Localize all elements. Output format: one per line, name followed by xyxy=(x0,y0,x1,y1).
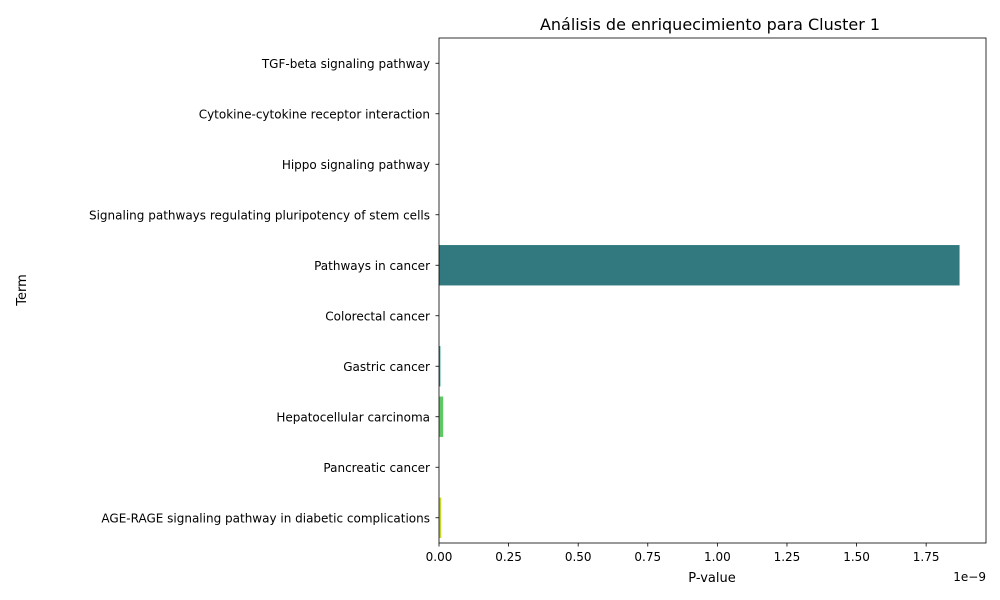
x-axis-scale-label: 1e−9 xyxy=(953,570,986,584)
y-tick-label: Colorectal cancer xyxy=(325,309,430,323)
bar-age-rage-signaling-pathway-in-diabetic-complications xyxy=(439,497,442,538)
x-tick-label: 1.25 xyxy=(774,550,801,564)
x-tick-label: 0.25 xyxy=(495,550,522,564)
x-tick-label: 1.00 xyxy=(704,550,731,564)
y-tick-label: Hepatocellular carcinoma xyxy=(276,410,430,424)
bar-gastric-cancer xyxy=(439,346,441,387)
bar-hepatocellular-carcinoma xyxy=(439,396,444,437)
y-tick-label: Pancreatic cancer xyxy=(323,461,430,475)
chart-title: Análisis de enriquecimiento para Cluster… xyxy=(540,15,880,34)
x-tick-label: 1.75 xyxy=(913,550,940,564)
y-axis-label: Term xyxy=(15,274,30,307)
x-tick-layer: 0.00 0.25 0.50 0.75 1.00 1.25 1.50 1.75 xyxy=(426,543,940,564)
x-axis-label: P-value xyxy=(688,571,735,586)
y-tick-label: TGF-beta signaling pathway xyxy=(261,57,430,71)
y-tick-label: Pathways in cancer xyxy=(314,259,430,273)
y-tick-layer: TGF-beta signaling pathway Cytokine-cytok… xyxy=(89,57,439,525)
y-tick-label: Cytokine-cytokine receptor interaction xyxy=(199,107,430,121)
x-tick-label: 0.75 xyxy=(634,550,661,564)
y-tick-label: Signaling pathways regulating pluripoten… xyxy=(89,208,430,222)
bar-pathways-in-cancer xyxy=(439,245,960,286)
plot-frame xyxy=(438,37,987,544)
x-tick-label: 1.50 xyxy=(843,550,870,564)
y-tick-label: AGE-RAGE signaling pathway in diabetic c… xyxy=(101,511,430,525)
bars-layer xyxy=(439,43,960,538)
x-tick-label: 0.50 xyxy=(565,550,592,564)
x-tick-label: 0.00 xyxy=(426,550,453,564)
y-tick-label: Gastric cancer xyxy=(343,360,430,374)
y-tick-label: Hippo signaling pathway xyxy=(282,158,430,172)
